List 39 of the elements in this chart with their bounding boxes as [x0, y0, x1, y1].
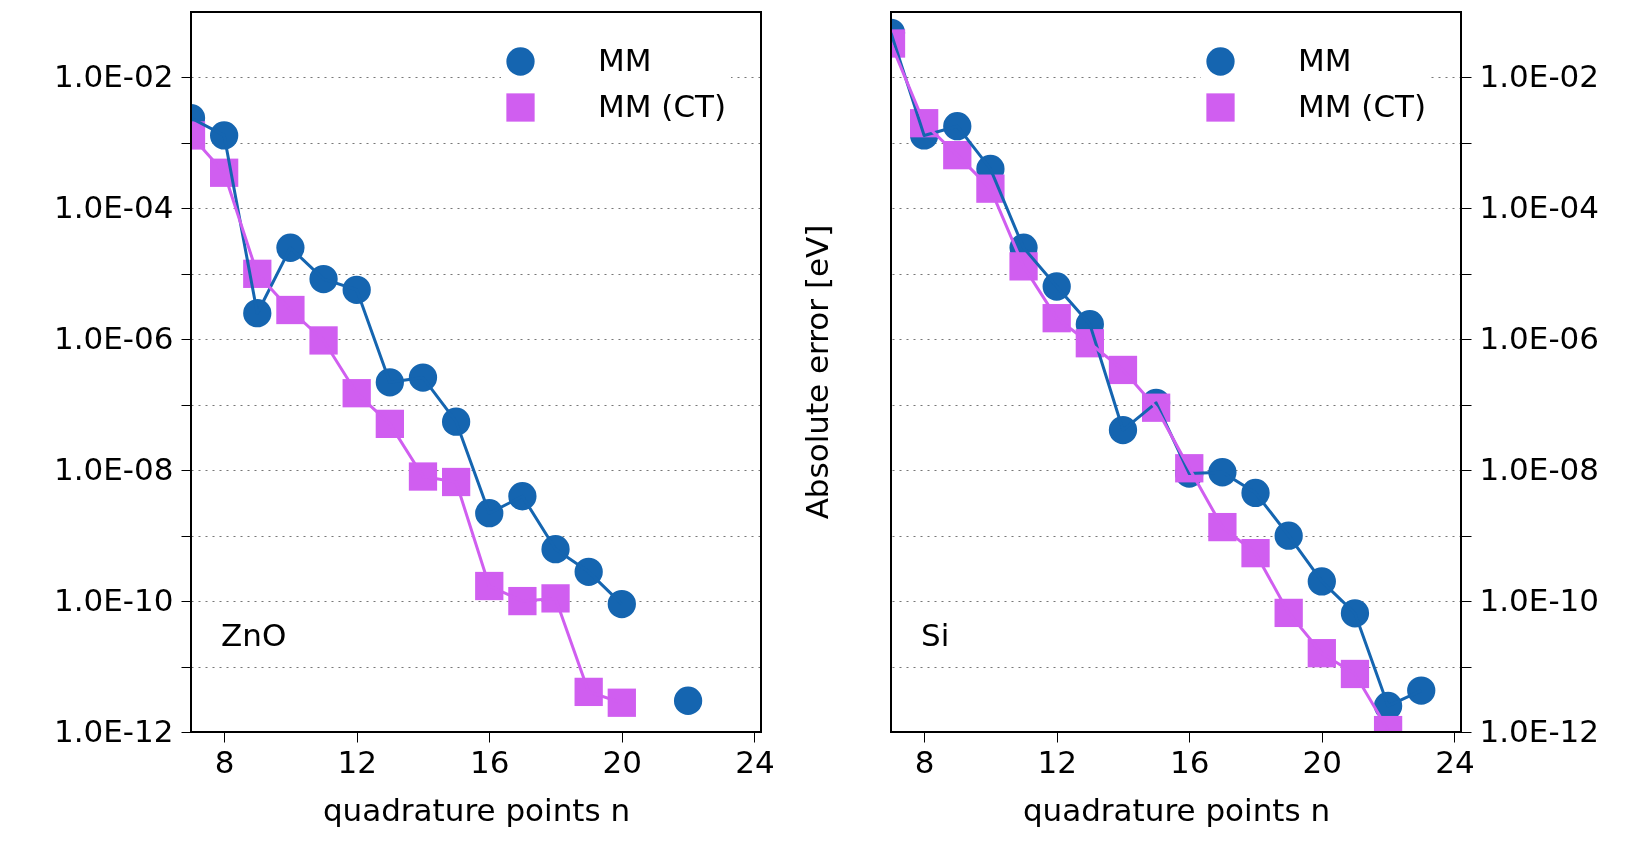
y-tick-label: 1.0E-02 [53, 57, 174, 94]
point [408, 462, 438, 491]
x-tick-label: 8 [914, 743, 935, 780]
y-tick-label: 1.0E-04 [53, 188, 174, 225]
y2-tick-label: 1.0E-02 [1479, 57, 1600, 94]
legend-label: MM [1298, 41, 1352, 78]
x-tick-label: 12 [337, 743, 377, 780]
y2-tick-label: 1.0E-06 [1479, 319, 1600, 356]
x-tick-label: 20 [1302, 743, 1343, 780]
y-tick-label: 1.0E-08 [53, 450, 174, 487]
x-tick-label: 8 [214, 743, 235, 780]
y-tick-label: 1.0E-12 [53, 712, 174, 749]
legend-label: MM (CT) [598, 87, 727, 124]
x-axis-title: quadrature points n [322, 791, 631, 828]
annotation: ZnO [221, 617, 287, 653]
point [607, 688, 636, 717]
point [607, 589, 636, 619]
y-tick-label: 1.0E-06 [53, 319, 174, 356]
x-tick-label: 12 [1037, 743, 1077, 780]
point [541, 584, 570, 613]
point [309, 326, 338, 355]
y-axis-title: Absolute error [eV] [799, 224, 835, 520]
legend-label: MM [598, 41, 652, 78]
x-tick-label: 24 [735, 743, 775, 780]
annotation: Si [921, 617, 950, 653]
x-tick-label: 16 [1170, 743, 1210, 780]
point [508, 586, 537, 616]
y2-tick-label: 1.0E-08 [1479, 450, 1600, 487]
x-tick-label: 24 [1435, 743, 1475, 780]
y2-tick-label: 1.0E-12 [1479, 712, 1600, 749]
point [673, 686, 703, 715]
x-axis-title: quadrature points n [1022, 791, 1331, 828]
y2-tick-label: 1.0E-10 [1479, 581, 1600, 618]
legend-label: MM (CT) [1298, 87, 1427, 124]
x-tick-label: 16 [470, 743, 510, 780]
y-tick-label: 1.0E-10 [53, 581, 174, 618]
x-tick-label: 20 [602, 743, 643, 780]
point [1407, 676, 1436, 705]
y2-tick-label: 1.0E-04 [1479, 188, 1600, 225]
